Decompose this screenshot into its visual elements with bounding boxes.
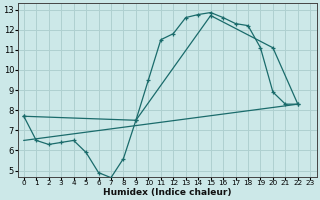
X-axis label: Humidex (Indice chaleur): Humidex (Indice chaleur) — [103, 188, 231, 197]
